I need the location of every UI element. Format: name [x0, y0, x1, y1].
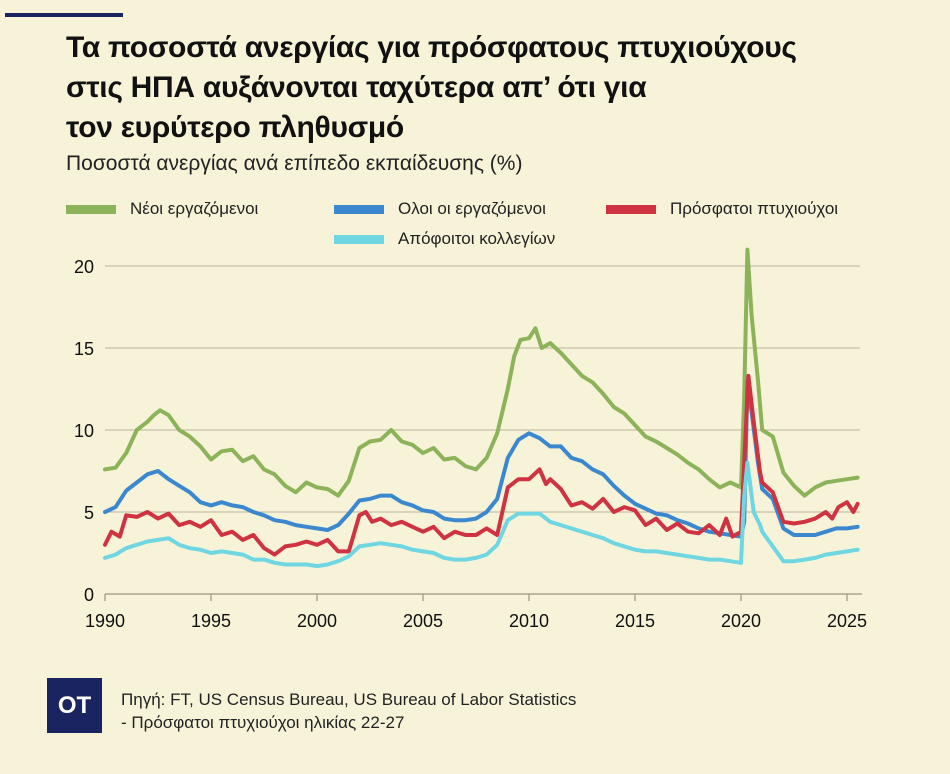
- y-tick-label: 10: [74, 421, 94, 441]
- chart-title-line-3: τον ευρύτερο πληθυσμό: [66, 111, 404, 144]
- x-tick-label: 2000: [297, 611, 337, 631]
- chart-title-line-1: Τα ποσοστά ανεργίας για πρόσφατους πτυχι…: [66, 31, 797, 64]
- series-line-college-graduates: [103, 460, 860, 569]
- chart-title: Τα ποσοστά ανεργίας για πρόσφατους πτυχι…: [66, 28, 926, 148]
- series-line-recent-graduates: [103, 373, 860, 557]
- legend-item-all-workers: Ολοι οι εργαζόμενοι: [334, 199, 546, 219]
- y-tick-label: 0: [84, 585, 94, 605]
- legend-label-all-workers: Ολοι οι εργαζόμενοι: [398, 199, 546, 218]
- x-axis: 1990 1995 2000 2005 2010 2015 2020 2025: [85, 593, 867, 631]
- x-tick-label: 2015: [615, 611, 655, 631]
- chart-title-line-2: στις ΗΠΑ αυξάνονται ταχύτερα απ’ ότι για: [66, 71, 647, 104]
- chart-subtitle: Ποσοστά ανεργίας ανά επίπεδο εκπαίδευσης…: [66, 152, 523, 175]
- legend-item-recent-graduates: Πρόσφατοι πτυχιούχοι: [606, 199, 838, 219]
- grid-lines: [105, 265, 860, 513]
- legend-swatch-all-workers: [334, 204, 384, 214]
- ot-logo: OT: [47, 678, 102, 733]
- source-line-2: - Πρόσφατοι πτυχιούχοι ηλικίας 22-27: [121, 713, 405, 732]
- source-note: Πηγή: FT, US Census Bureau, US Bureau of…: [121, 688, 576, 734]
- series-lines: [103, 247, 860, 569]
- x-tick-label: 1990: [85, 611, 125, 631]
- y-axis-labels: 0 5 10 15 20: [74, 257, 94, 605]
- source-line-1: Πηγή: FT, US Census Bureau, US Bureau of…: [121, 690, 577, 709]
- header-accent-bar: [5, 13, 123, 17]
- x-tick-label: 2020: [721, 611, 761, 631]
- y-tick-label: 15: [74, 339, 94, 359]
- x-tick-label: 2025: [827, 611, 867, 631]
- y-tick-label: 20: [74, 257, 94, 277]
- x-tick-label: 2010: [509, 611, 549, 631]
- legend-swatch-recent-graduates: [606, 204, 656, 214]
- legend-swatch-young-workers: [66, 204, 116, 214]
- legend-label-recent-graduates: Πρόσφατοι πτυχιούχοι: [670, 199, 839, 218]
- y-tick-label: 5: [84, 503, 94, 523]
- legend-item-young-workers: Νέοι εργαζόμενοι: [66, 199, 258, 219]
- series-line-young-workers: [103, 247, 860, 498]
- legend-label-young-workers: Νέοι εργαζόμενοι: [130, 199, 259, 218]
- x-tick-label: 1995: [191, 611, 231, 631]
- x-tick-label: 2005: [403, 611, 443, 631]
- line-chart: 0 5 10 15 20 1990 1995 2000 2005 2010 2015 2020 202…: [74, 247, 867, 631]
